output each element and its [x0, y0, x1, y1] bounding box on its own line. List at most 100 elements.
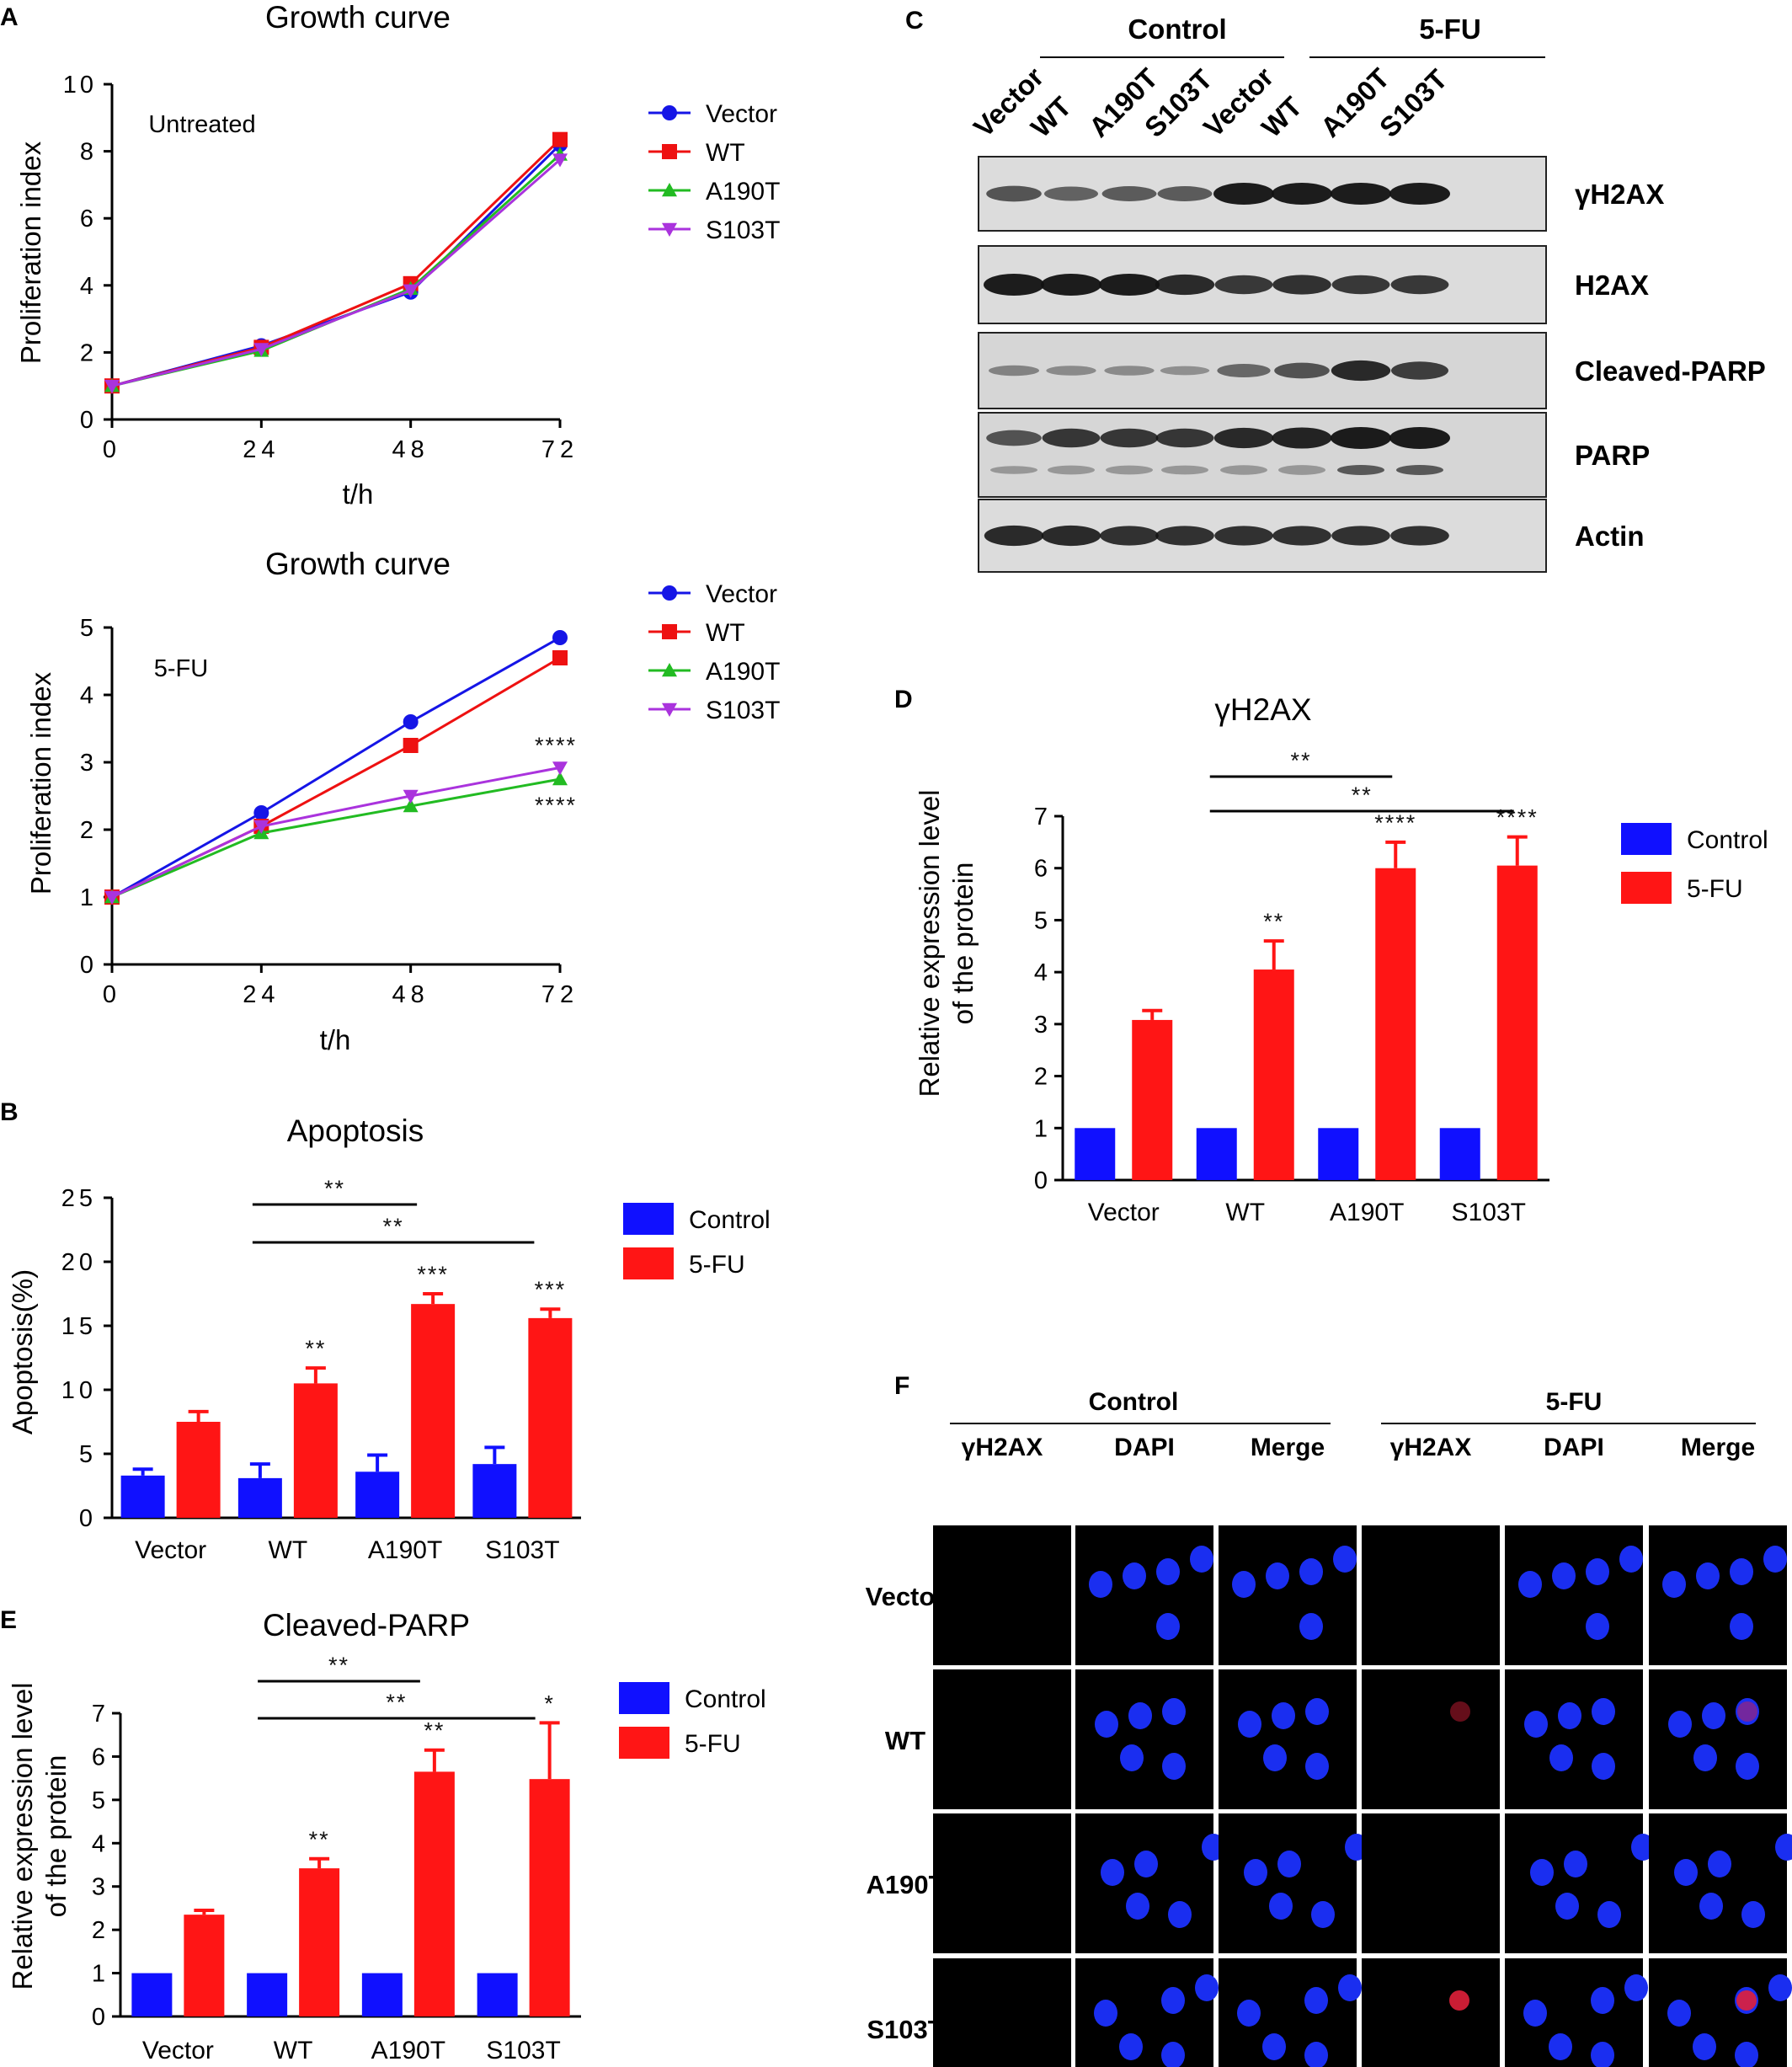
panel-letter-f: F	[894, 1372, 909, 1400]
blot-band	[1100, 428, 1159, 448]
group-label-control: Control	[1089, 1388, 1179, 1416]
y-tick-label: 4	[1034, 959, 1048, 986]
nucleus	[1269, 1893, 1293, 1920]
y-tick-label: 10	[63, 72, 97, 99]
chart-title: Growth curve	[265, 547, 451, 581]
blot-band	[986, 430, 1042, 446]
bar-control-wt	[1196, 1128, 1237, 1180]
blot-band	[989, 365, 1039, 377]
comparison-significance: **	[1290, 748, 1311, 773]
nucleus	[1619, 1546, 1643, 1573]
legend-marker-wt	[662, 624, 677, 639]
nucleus	[1119, 2033, 1143, 2060]
x-tick-label-vector: Vector	[135, 1536, 206, 1564]
condition-annotation: Untreated	[148, 111, 255, 138]
y-axis-label: Apoptosis(%)	[7, 1269, 38, 1434]
nucleus	[1558, 1702, 1581, 1729]
blot-band-lower	[1337, 465, 1384, 475]
x-tick-label: 48	[392, 981, 429, 1008]
nucleus	[1299, 1613, 1323, 1640]
significance-mark: ***	[535, 1277, 567, 1302]
blot-band	[1274, 362, 1330, 379]
row-label-h2ax: γH2AX	[1575, 179, 1664, 210]
data-point-vector	[403, 714, 419, 729]
row-label-actin: Actin	[1575, 521, 1645, 552]
significance-mark: **	[424, 1718, 445, 1744]
micrograph-vector-3	[1362, 1525, 1500, 1665]
panel-letter-b: B	[0, 1098, 19, 1126]
blot-strip-parp	[978, 412, 1547, 498]
data-point-a190t	[403, 798, 419, 813]
bar-control-wt	[237, 1477, 282, 1518]
x-tick-label: 0	[103, 436, 121, 463]
nucleus	[1768, 1974, 1792, 2001]
y-tick-label: 0	[79, 1505, 97, 1532]
y-axis-label: Proliferation index	[25, 671, 56, 895]
x-tick-label: 0	[103, 981, 121, 1008]
data-point-s103t	[104, 380, 120, 394]
blot-band	[1155, 428, 1214, 448]
data-point-s103t	[552, 761, 568, 776]
nucleus	[1156, 1558, 1180, 1585]
x-tick-label-s103t: S103T	[485, 1536, 559, 1564]
y-tick-label: 7	[1034, 804, 1048, 831]
data-point-s103t	[552, 153, 568, 168]
x-tick-label-a190t: A190T	[1330, 1199, 1404, 1226]
comparison-significance: **	[386, 1690, 407, 1715]
nucleus	[1120, 1744, 1144, 1771]
blot-band	[1214, 526, 1273, 546]
nucleus	[1693, 2033, 1716, 2060]
chart-title: Growth curve	[265, 0, 451, 35]
nucleus	[1305, 1698, 1329, 1725]
legend-label-vector: Vector	[706, 100, 777, 128]
legend-swatch-control	[623, 1203, 674, 1235]
legend-marker-wt	[662, 144, 677, 159]
column-label-dapi-1: DAPI	[1114, 1434, 1175, 1461]
nucleus	[1591, 1987, 1614, 2014]
nucleus	[1190, 1546, 1213, 1573]
x-tick-label-a190t: A190T	[368, 1536, 442, 1564]
blot-band	[1214, 275, 1273, 295]
significance-mark: *	[544, 1690, 555, 1716]
micrograph-s103t-3	[1362, 1958, 1500, 2067]
legend-label-5-fu: 5-FU	[689, 1251, 745, 1279]
legend-swatch-control	[619, 1682, 669, 1714]
nucleus	[1168, 1901, 1192, 1928]
nucleus	[1549, 2033, 1572, 2060]
chart-title: Apoptosis	[287, 1114, 424, 1148]
gh2ax-bar-chart: γH2AX Relative expression level of the p…	[914, 692, 1768, 1226]
comparison-significance: **	[383, 1214, 404, 1239]
blot-band-lower	[1048, 465, 1095, 475]
legend-label-control: Control	[1687, 826, 1768, 854]
bar-5-fu-s103t	[528, 1317, 573, 1518]
nucleus	[1530, 1859, 1554, 1886]
significance-a190t: ****	[535, 793, 577, 818]
data-point-s103t	[403, 284, 419, 298]
group-label-5fu: 5-FU	[1546, 1388, 1603, 1416]
micrograph-wt-1	[1075, 1669, 1213, 1809]
blot-band	[1272, 427, 1332, 449]
legend-label-control: Control	[689, 1206, 771, 1234]
legend-label-5-fu: 5-FU	[685, 1730, 741, 1758]
nucleus	[1095, 1711, 1118, 1738]
series-line-vector	[111, 636, 561, 899]
legend-swatch-5-fu	[619, 1727, 669, 1759]
row-label-wt: WT	[885, 1726, 925, 1755]
y-tick-label: 4	[92, 1830, 105, 1857]
significance-mark: ****	[1374, 810, 1416, 836]
immunofluorescence-grid: Control 5-FU γH2AX DAPI Merge γH2AX DAPI Merg…	[866, 1388, 1792, 2067]
y-axis-label-line1: Relative expression level	[914, 789, 945, 1097]
y-tick-label: 6	[92, 1744, 105, 1771]
y-tick-label: 1	[1034, 1115, 1048, 1142]
nucleus	[1555, 1893, 1579, 1920]
data-point-vector	[253, 805, 269, 820]
y-tick-label: 0	[92, 2004, 105, 2031]
blot-band	[1099, 274, 1160, 296]
panel-letter-e: E	[0, 1606, 17, 1634]
bar-5-fu-s103t	[1496, 865, 1538, 1180]
micrograph-wt-5	[1649, 1669, 1787, 1809]
legend-label-wt: WT	[706, 619, 745, 647]
y-tick-label: 3	[92, 1874, 105, 1901]
blot-band	[1331, 183, 1391, 205]
bar-control-vector	[1075, 1128, 1116, 1180]
